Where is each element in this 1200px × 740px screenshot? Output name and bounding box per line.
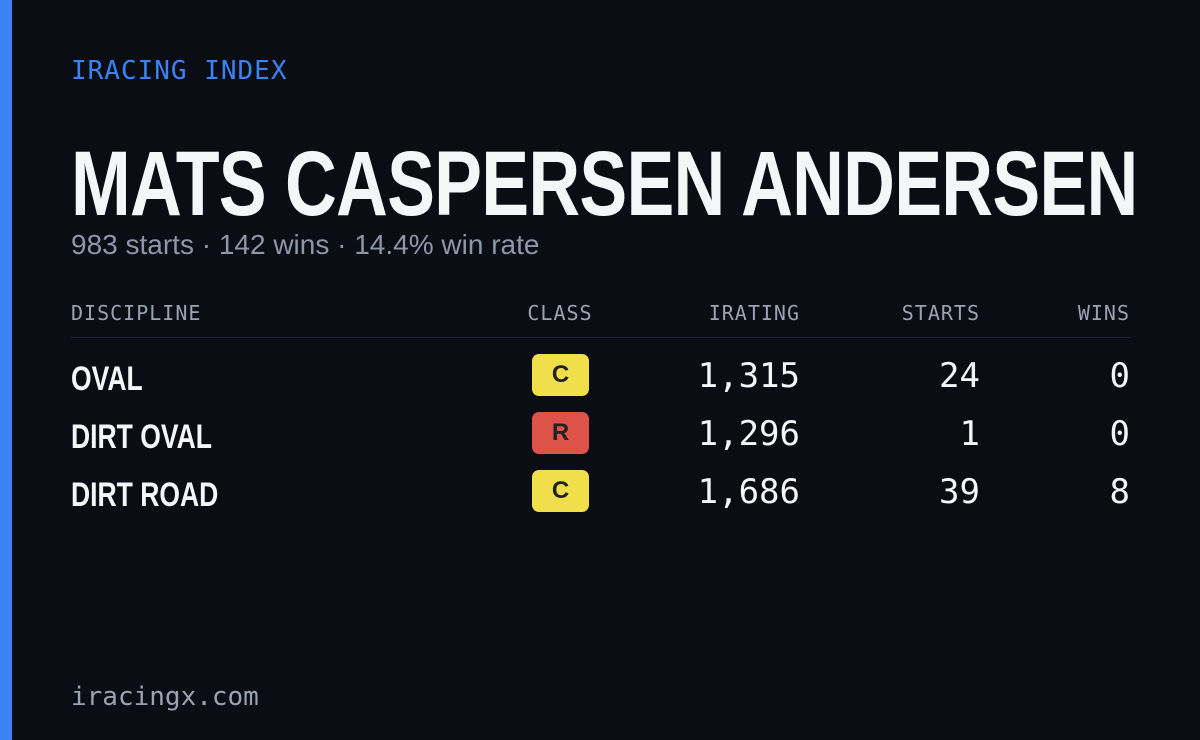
discipline: OVAL [71, 360, 143, 398]
class-badge: R [532, 412, 589, 454]
header-rule [71, 337, 1130, 338]
discipline: DIRT OVAL [71, 418, 212, 456]
irating-value: 1,686 [697, 472, 800, 512]
wins-value: 0 [1109, 356, 1130, 396]
brand: IRACING INDEX [71, 56, 288, 86]
wins-value: 8 [1109, 472, 1130, 512]
column-header: IRATING [708, 301, 800, 325]
class-badge: C [532, 470, 589, 512]
discipline: DIRT ROAD [71, 476, 219, 514]
starts-value: 24 [939, 356, 980, 396]
footer: iracingx.com [71, 682, 259, 712]
starts-value: 1 [959, 414, 980, 454]
wins-value: 0 [1109, 414, 1130, 454]
irating-value: 1,315 [697, 356, 800, 396]
accent-bar [0, 0, 12, 740]
starts-value: 39 [939, 472, 980, 512]
summary: 983 starts · 142 wins · 14.4% win rate [71, 229, 540, 260]
column-header: CLASS [527, 301, 593, 325]
column-header: DISCIPLINE [71, 301, 202, 325]
class-badge: C [532, 354, 589, 396]
column-header: WINS [1077, 301, 1130, 325]
driver-name: MATS CASPERSEN ANDERSEN [71, 133, 1138, 235]
irating-value: 1,296 [697, 414, 800, 454]
column-header: STARTS [901, 301, 980, 325]
